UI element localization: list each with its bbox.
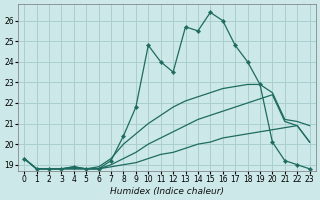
X-axis label: Humidex (Indice chaleur): Humidex (Indice chaleur) bbox=[110, 187, 224, 196]
